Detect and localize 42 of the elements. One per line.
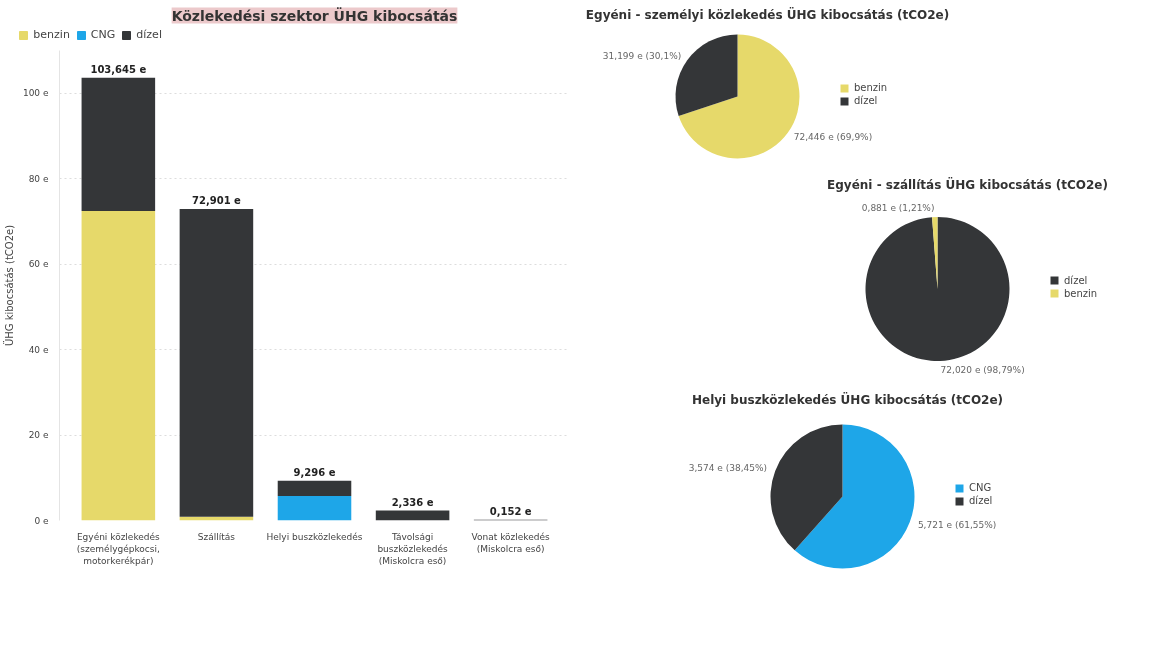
chart-title: Egyéni - szállítás ÜHG kibocsátás (tCO2e) <box>827 176 1108 192</box>
bar <box>179 209 254 517</box>
bar <box>375 510 450 521</box>
y-tick-label: 80 e <box>28 173 49 184</box>
legend-label: CNG <box>90 28 116 41</box>
total-label: 0,152 e <box>489 505 532 517</box>
chart-title: Egyéni - személyi közlekedés ÜHG kibocsátás (tCO2e) <box>585 6 950 22</box>
legend-label: benzin <box>854 82 888 93</box>
total-label: 103,645 e <box>90 63 147 75</box>
x-tick-label: Szállítás <box>197 531 236 542</box>
legend-label: dízel <box>136 28 162 41</box>
x-tick-label: Helyi buszközlekedés <box>266 531 363 542</box>
y-tick-label: 40 e <box>28 344 49 355</box>
y-tick-label: 0 e <box>34 515 49 526</box>
bar <box>81 210 156 521</box>
legend-label: dízel <box>1064 274 1088 286</box>
total-label: 9,296 e <box>293 466 336 478</box>
data-label: 31,199 e (30,1%) <box>602 50 682 61</box>
x-tick-label: Távolsági buszközlekedés (Miskolcra eső) <box>377 531 449 566</box>
data-label: 5,721 e (61,55%) <box>917 520 997 531</box>
y-axis-title: ÜHG kibocsátás (tCO2e) <box>2 224 15 347</box>
total-label: 2,336 e <box>391 496 434 508</box>
legend-label: dízel <box>854 95 878 106</box>
legend-label: CNG <box>969 482 992 493</box>
legend-label: benzin <box>1064 287 1098 299</box>
legend-label: dízel <box>969 495 993 506</box>
data-label: 3,574 e (38,45%) <box>688 462 768 473</box>
y-tick-label: 20 e <box>28 430 49 441</box>
y-tick-label: 100 e <box>22 88 49 99</box>
x-tick-label: Egyéni közlekedés (személygépkocsi, motorkerékpár) <box>76 531 161 566</box>
total-label: 72,901 e <box>192 195 242 207</box>
bar <box>277 480 352 497</box>
data-label: 0,881 e (1,21%) <box>861 203 935 214</box>
y-tick-label: 60 e <box>28 259 49 270</box>
chart-title: Közlekedési szektor ÜHG kibocsátás <box>171 6 458 24</box>
data-label: 72,020 e (98,79%) <box>940 364 1025 375</box>
chart-title: Helyi buszközlekedés ÜHG kibocsátás (tCO2e) <box>691 391 1004 407</box>
bar <box>277 496 352 521</box>
x-tick-label: Vonat közlekedés (Miskolcra eső) <box>471 531 551 554</box>
bar <box>81 77 156 211</box>
data-label: 72,446 e (69,9%) <box>793 132 873 143</box>
legend-label: benzin <box>33 28 70 41</box>
